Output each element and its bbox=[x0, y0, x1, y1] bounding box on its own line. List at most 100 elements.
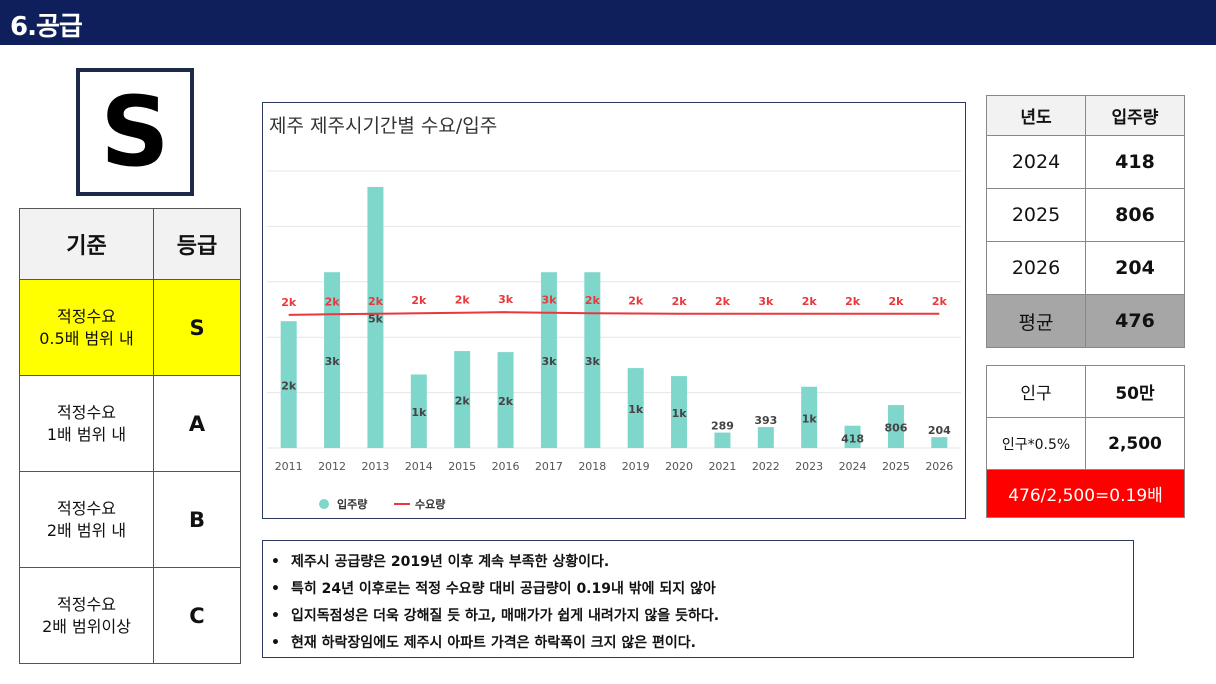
list-item: • 현재 하락장임에도 제주시 아파트 가격은 하락폭이 크지 않은 편이다. bbox=[271, 630, 1133, 657]
criterion-line1: 적정수요 bbox=[57, 594, 116, 614]
bar-2017 bbox=[540, 272, 557, 448]
amount-cell: 204 bbox=[1085, 241, 1185, 295]
bar-2022 bbox=[757, 427, 774, 448]
bar-2026 bbox=[931, 437, 948, 448]
criterion-cell: 적정수요 2배 범위 내 bbox=[19, 471, 154, 568]
line-label: 2k bbox=[845, 295, 861, 308]
bar-label: 5k bbox=[368, 312, 384, 325]
result-cell: 476/2,500=0.19배 bbox=[986, 469, 1185, 518]
grade-cell: C bbox=[153, 567, 241, 664]
x-tick-label: 2018 bbox=[578, 460, 606, 473]
bar-2011 bbox=[280, 321, 297, 448]
bar-2014 bbox=[410, 374, 427, 448]
chart-title: 제주 제주시기간별 수요/입주 bbox=[269, 115, 498, 137]
table-row: 적정수요 2배 범위 내 B bbox=[19, 471, 241, 568]
x-tick-label: 2014 bbox=[405, 460, 433, 473]
criterion-cell: 적정수요 1배 범위 내 bbox=[19, 375, 154, 472]
table-row: 적정수요 2배 범위이상 C bbox=[19, 567, 241, 664]
criterion-cell: 적정수요 2배 범위이상 bbox=[19, 567, 154, 664]
grade-criteria-table: 기준 등급 적정수요 0.5배 범위 내 S 적정수요 1배 범위 내 A 적정… bbox=[19, 208, 241, 664]
criterion-line2: 2배 범위이상 bbox=[42, 616, 131, 636]
criterion-line2: 2배 범위 내 bbox=[46, 520, 127, 540]
bar-label: 3k bbox=[325, 355, 341, 368]
bar-2012 bbox=[324, 272, 341, 448]
grade-cell: B bbox=[153, 471, 241, 568]
bar-label: 1k bbox=[411, 406, 427, 419]
bar-2016 bbox=[497, 352, 514, 448]
bar-2015 bbox=[454, 351, 471, 448]
legend-bar-label: 입주량 bbox=[337, 498, 367, 511]
bar-label: 1k bbox=[628, 403, 644, 416]
bar-label: 1k bbox=[672, 407, 688, 420]
yearly-supply-table: 년도 입주량 2024 418 2025 806 2026 204 평균 476 bbox=[986, 95, 1185, 348]
bar-2021 bbox=[714, 432, 731, 448]
bar-2024 bbox=[844, 425, 861, 448]
amount-cell: 418 bbox=[1085, 135, 1185, 189]
line-label: 3k bbox=[758, 295, 774, 308]
grade-cell: A bbox=[153, 375, 241, 472]
line-label: 2k bbox=[672, 295, 688, 308]
bar-label: 1k bbox=[802, 412, 818, 425]
bullet: • bbox=[271, 635, 280, 651]
header-bar: 6.공급 bbox=[0, 0, 1216, 45]
table-row: 2024 418 bbox=[986, 135, 1185, 189]
average-row: 평균 476 bbox=[986, 294, 1185, 348]
criterion-line1: 적정수요 bbox=[57, 402, 116, 422]
table-row: 인구 50만 bbox=[986, 365, 1185, 418]
population-label: 인구 bbox=[986, 365, 1086, 418]
note-text: 특히 24년 이후로는 적정 수요량 대비 공급량이 0.19내 밖에 되지 않… bbox=[291, 581, 716, 597]
bar-2013 bbox=[367, 186, 384, 448]
grade-letter: S bbox=[100, 76, 170, 188]
bar-label: 2k bbox=[281, 380, 297, 393]
x-tick-label: 2020 bbox=[665, 460, 693, 473]
table-row: 2025 806 bbox=[986, 188, 1185, 242]
x-tick-label: 2017 bbox=[535, 460, 563, 473]
x-tick-label: 2026 bbox=[925, 460, 953, 473]
bar-label: 3k bbox=[585, 355, 601, 368]
notes-box: • 제주시 공급량은 2019년 이후 계속 부족한 상황이다. • 특히 24년 … bbox=[262, 540, 1134, 658]
year-cell: 2025 bbox=[986, 188, 1086, 242]
bar-2020 bbox=[671, 376, 688, 448]
x-tick-label: 2023 bbox=[795, 460, 823, 473]
table-row: 적정수요 0.5배 범위 내 S bbox=[19, 279, 241, 376]
note-text: 현재 하락장임에도 제주시 아파트 가격은 하락폭이 크지 않은 편이다. bbox=[291, 635, 696, 651]
year-cell: 2024 bbox=[986, 135, 1086, 189]
x-tick-label: 2013 bbox=[361, 460, 389, 473]
bar-label: 418 bbox=[841, 433, 864, 446]
list-item: • 특히 24년 이후로는 적정 수요량 대비 공급량이 0.19내 밖에 되지 … bbox=[271, 576, 1133, 603]
criterion-header: 기준 bbox=[19, 208, 154, 280]
table-row: 2026 204 bbox=[986, 241, 1185, 295]
bar-label: 204 bbox=[928, 424, 951, 437]
line-label: 3k bbox=[541, 294, 557, 307]
line-label: 3k bbox=[498, 293, 514, 306]
criterion-line1: 적정수요 bbox=[57, 498, 116, 518]
amount-header: 입주량 bbox=[1085, 95, 1185, 136]
year-cell: 2026 bbox=[986, 241, 1086, 295]
note-text: 입지독점성은 더욱 강해질 듯 하고, 매매가가 쉽게 내려가지 않을 듯하다. bbox=[291, 608, 720, 624]
line-label: 2k bbox=[411, 294, 427, 307]
average-label: 평균 bbox=[986, 294, 1086, 348]
line-label: 2k bbox=[888, 295, 904, 308]
x-tick-label: 2012 bbox=[318, 460, 346, 473]
line-label: 2k bbox=[715, 295, 731, 308]
x-tick-label: 2019 bbox=[622, 460, 650, 473]
amount-cell: 806 bbox=[1085, 188, 1185, 242]
supply-demand-chart: 제주 제주시기간별 수요/입주 2k 2011 3k 2012 5k 2013 1k 2014… bbox=[262, 102, 966, 519]
table-header-row: 년도 입주량 bbox=[986, 95, 1185, 136]
ratio-value: 2,500 bbox=[1085, 417, 1185, 470]
bar-2023 bbox=[801, 386, 818, 448]
bar-label: 806 bbox=[884, 422, 907, 435]
population-table: 인구 50만 인구*0.5% 2,500 476/2,500=0.19배 bbox=[986, 365, 1185, 518]
x-tick-label: 2011 bbox=[275, 460, 303, 473]
average-amount: 476 bbox=[1085, 294, 1185, 348]
bar-2025 bbox=[887, 405, 904, 448]
line-label: 2k bbox=[325, 295, 341, 308]
x-tick-label: 2016 bbox=[492, 460, 520, 473]
bullet: • bbox=[271, 581, 280, 597]
population-value: 50만 bbox=[1085, 365, 1185, 418]
criterion-line2: 0.5배 범위 내 bbox=[39, 328, 134, 348]
x-tick-label: 2021 bbox=[708, 460, 736, 473]
bar-2018 bbox=[584, 272, 601, 448]
x-tick-label: 2025 bbox=[882, 460, 910, 473]
notes-list: • 제주시 공급량은 2019년 이후 계속 부족한 상황이다. • 특히 24년 … bbox=[263, 541, 1133, 657]
